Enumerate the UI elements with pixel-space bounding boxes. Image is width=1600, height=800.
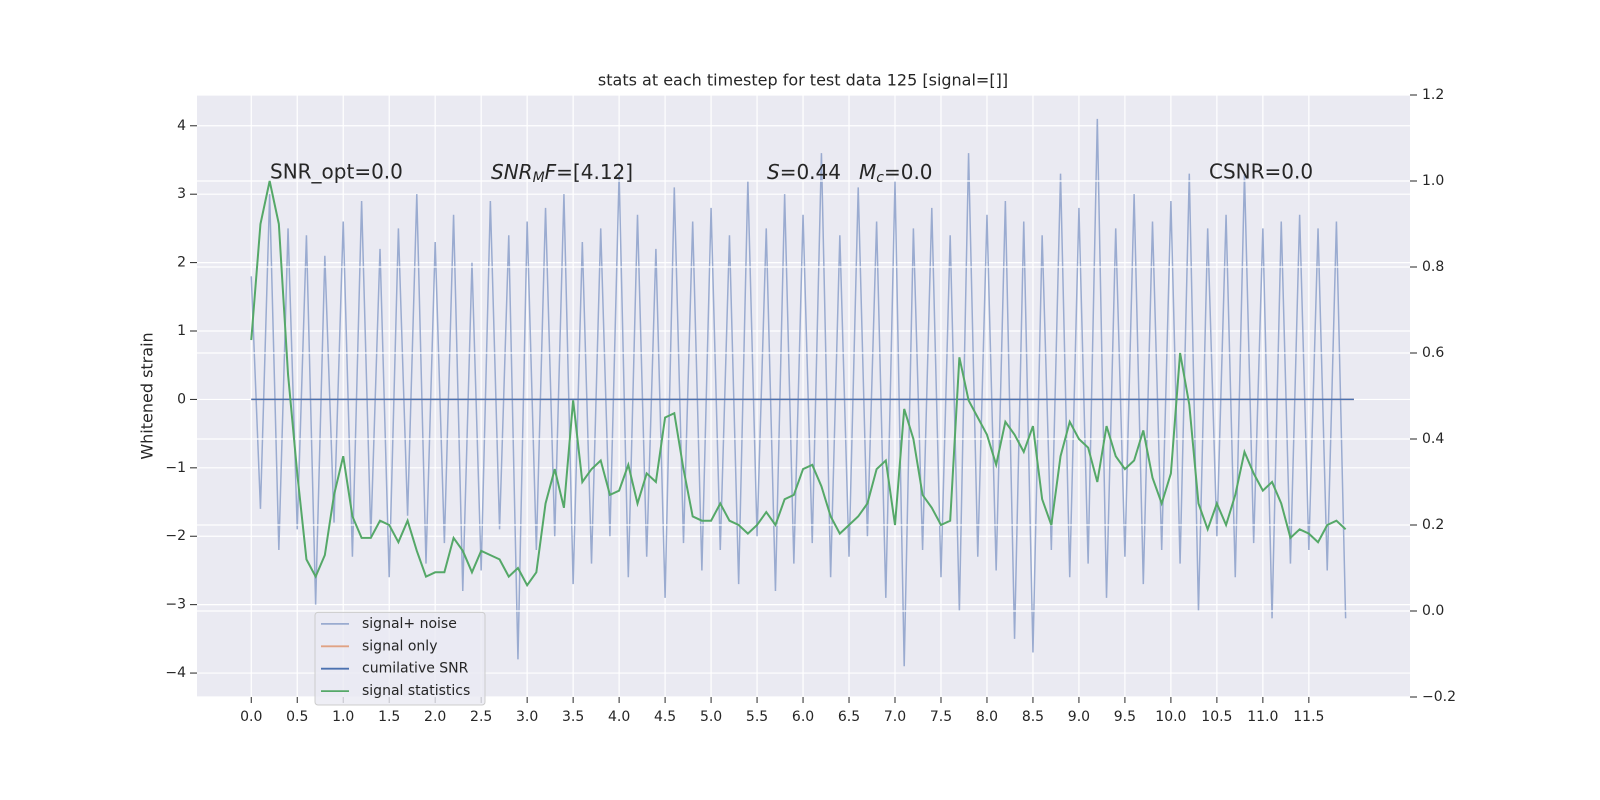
y-axis-label: Whitened strain [138,332,157,459]
annotation-part: SNR [491,160,533,184]
y2-tick-label: 0.4 [1422,431,1444,447]
x-tick-label: 4.0 [608,709,630,725]
annotation-part: =[4.12] [556,160,633,184]
annotation-part: M [859,160,876,184]
y-tick-label: 3 [177,186,186,202]
y-tick-label: −1 [165,460,186,476]
series-line [250,180,1347,588]
series-line [250,118,1347,667]
y2-tick-label: 1.0 [1422,173,1444,189]
x-tick-label: 8.0 [976,709,998,725]
annotation-part: =0.0 [884,160,933,184]
chart-title: stats at each timestep for test data 125… [598,71,1008,90]
annotation-part: S [767,160,780,184]
annotation: CSNR=0.0 [1209,160,1313,184]
legend-label: cumilative SNR [362,661,469,677]
annotation: SNRMF=[4.12] [491,160,633,187]
y2-tick-label: 1.2 [1422,87,1444,103]
annotation: Mc=0.0 [859,160,933,187]
x-tick-label: 2.5 [470,709,492,725]
x-tick-label: 3.5 [562,709,584,725]
annotation-part: =0.44 [780,160,841,184]
y2-tick-label: 0.0 [1422,603,1444,619]
x-tick-label: 4.5 [654,709,676,725]
y2-tick-label: −0.2 [1422,689,1456,705]
annotation-part: F [545,160,557,184]
y2-tick-label: 0.2 [1422,517,1444,533]
x-tick-label: 11.5 [1293,709,1324,725]
x-tick-label: 7.0 [884,709,906,725]
x-tick-label: 6.0 [792,709,814,725]
annotation-part: M [533,170,545,186]
x-tick-label: 3.0 [516,709,538,725]
y2-tick-label: 0.8 [1422,259,1444,275]
x-tick-label: 0.0 [240,709,262,725]
x-tick-label: 8.5 [1022,709,1044,725]
y-tick-label: 4 [177,118,186,134]
x-tick-label: 1.0 [332,709,354,725]
y-tick-label: 1 [177,323,186,339]
y-tick-label: −4 [165,665,186,681]
x-tick-label: 5.0 [700,709,722,725]
x-tick-label: 10.5 [1201,709,1232,725]
legend-label: signal+ noise [362,616,457,632]
x-tick-label: 7.5 [930,709,952,725]
annotation: S=0.44 [767,160,841,184]
x-tick-label: 2.0 [424,709,446,725]
legend: signal+ noise signal only cumilative SNR si… [314,611,486,706]
legend-label: signal only [362,638,437,654]
axis-layer: −4 −3 −2 −1 0 1 2 3 4 0.0 0.5 1.0 1.5 2.0 2.5 3.0 3.5 4.0… [165,87,1456,725]
y2-tick-label: 0.6 [1422,345,1444,361]
x-tick-label: 9.5 [1114,709,1136,725]
x-tick-label: 6.5 [838,709,860,725]
y-tick-label: 2 [177,255,186,271]
annotation-part: c [876,170,884,186]
x-tick-label: 5.5 [746,709,768,725]
legend-box [314,611,486,706]
y-tick-label: −3 [165,597,186,613]
x-tick-label: 0.5 [286,709,308,725]
x-tick-label: 10.0 [1155,709,1186,725]
x-tick-label: 11.0 [1247,709,1278,725]
annotation: SNR_opt=0.0 [270,160,403,184]
x-tick-label: 1.5 [378,709,400,725]
y-tick-label: 0 [177,391,186,407]
x-tick-label: 9.0 [1068,709,1090,725]
plot-layer [197,95,1410,697]
y-tick-label: −2 [165,528,186,544]
legend-label: signal statistics [362,683,470,699]
